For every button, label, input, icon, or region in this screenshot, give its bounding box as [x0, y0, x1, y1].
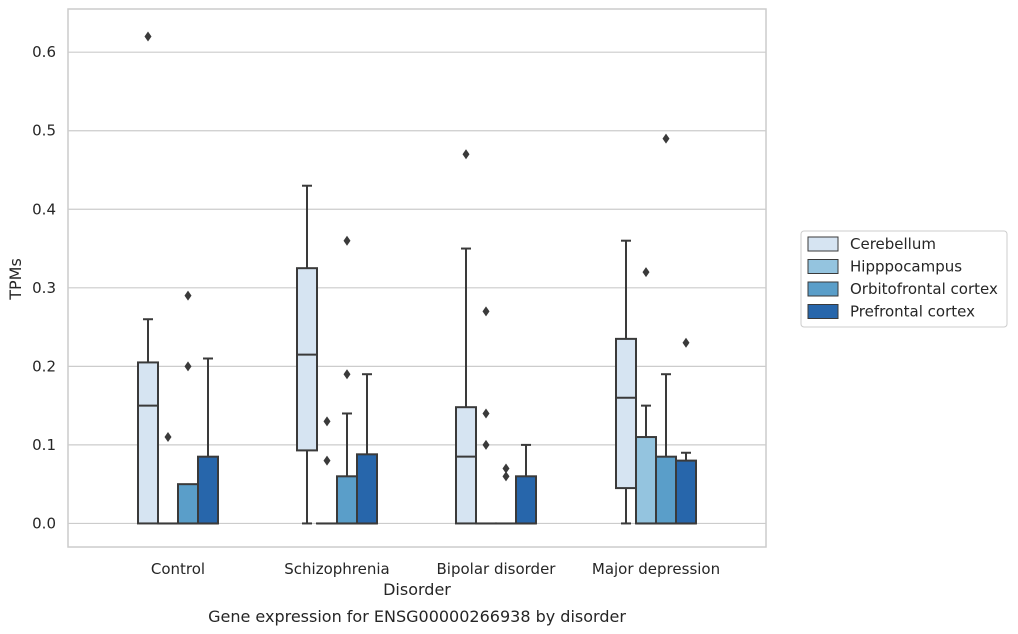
box-cerebellum-3 — [615, 239, 637, 525]
x-tick-label: Major depression — [592, 560, 720, 578]
y-tick-label: 0.5 — [32, 122, 56, 140]
y-tick-label: 0.3 — [32, 279, 56, 297]
outlier-point — [502, 471, 510, 482]
outlier-point — [323, 455, 331, 466]
outlier-point — [343, 369, 351, 380]
box-cerebellum-0 — [137, 31, 159, 525]
legend-label: Prefrontal cortex — [850, 303, 975, 321]
box-cerebellum-1 — [296, 184, 318, 525]
y-tick-label: 0.4 — [32, 200, 56, 218]
outlier-point — [482, 439, 490, 450]
outlier-point — [482, 408, 490, 419]
iqr-box — [655, 455, 677, 525]
box-hipppocampus-1 — [316, 416, 338, 525]
legend-label: Orbitofrontal cortex — [850, 280, 998, 298]
iqr-box — [635, 436, 657, 525]
box-hipppocampus-0 — [157, 432, 179, 525]
x-axis-label: Disorder — [383, 580, 451, 599]
box-prefrontal-cortex-3 — [675, 337, 697, 525]
outlier-point — [642, 267, 650, 278]
box-hipppocampus-2 — [475, 306, 497, 525]
x-tick-label: Control — [151, 560, 205, 578]
box-orbitofrontal-cortex-1 — [336, 235, 358, 525]
iqr-box — [615, 337, 637, 490]
box-orbitofrontal-cortex-2 — [495, 463, 517, 525]
y-axis-label: TPMs — [6, 258, 25, 301]
iqr-box — [356, 453, 378, 525]
legend: Cerebellum Hipppocampus Orbitofrontal cort… — [800, 230, 1008, 328]
box-prefrontal-cortex-2 — [515, 443, 537, 525]
legend-swatch — [807, 281, 839, 297]
legend-frame — [800, 230, 1008, 328]
iqr-box — [455, 406, 477, 525]
iqr-box — [675, 459, 697, 525]
chart-title: Gene expression for ENSG00000266938 by d… — [208, 607, 626, 626]
y-tick-label: 0.6 — [32, 43, 56, 61]
box-orbitofrontal-cortex-0 — [177, 290, 199, 525]
outlier-point — [343, 235, 351, 246]
legend-swatch — [807, 304, 839, 319]
box-cerebellum-2 — [455, 149, 477, 525]
box-orbitofrontal-cortex-3 — [655, 133, 677, 525]
iqr-box — [336, 475, 358, 525]
iqr-box — [137, 361, 159, 525]
iqr-box — [197, 455, 219, 525]
legend-label: Cerebellum — [850, 235, 936, 253]
box-prefrontal-cortex-0 — [197, 357, 219, 525]
iqr-box — [177, 483, 199, 525]
outlier-point — [323, 416, 331, 427]
legend-swatch — [807, 236, 839, 252]
x-axis-ticks: Control Schizophrenia Bipolar disorder Majo… — [151, 560, 720, 578]
outlier-point — [184, 290, 192, 301]
x-tick-label: Bipolar disorder — [437, 560, 557, 578]
y-tick-label: 0.0 — [32, 514, 56, 532]
outlier-point — [482, 306, 490, 317]
box-plot-series — [137, 31, 697, 525]
y-axis-ticks: 0.0 0.1 0.2 0.3 0.4 0.5 0.6 — [32, 43, 56, 532]
x-tick-label: Schizophrenia — [284, 560, 389, 578]
outlier-point — [462, 149, 470, 160]
legend-swatch — [807, 259, 839, 274]
plot-frame — [67, 8, 767, 548]
y-tick-label: 0.1 — [32, 436, 56, 454]
outlier-point — [144, 31, 152, 42]
y-tick-label: 0.2 — [32, 357, 56, 375]
iqr-box — [515, 475, 537, 525]
box-prefrontal-cortex-1 — [356, 373, 378, 525]
legend-label: Hipppocampus — [850, 258, 962, 276]
outlier-point — [164, 432, 172, 443]
gridlines — [68, 51, 766, 525]
outlier-point — [682, 337, 690, 348]
box-hipppocampus-3 — [635, 267, 657, 525]
outlier-point — [184, 361, 192, 372]
outlier-point — [502, 463, 510, 474]
iqr-box — [296, 267, 318, 452]
outlier-point — [662, 133, 670, 144]
